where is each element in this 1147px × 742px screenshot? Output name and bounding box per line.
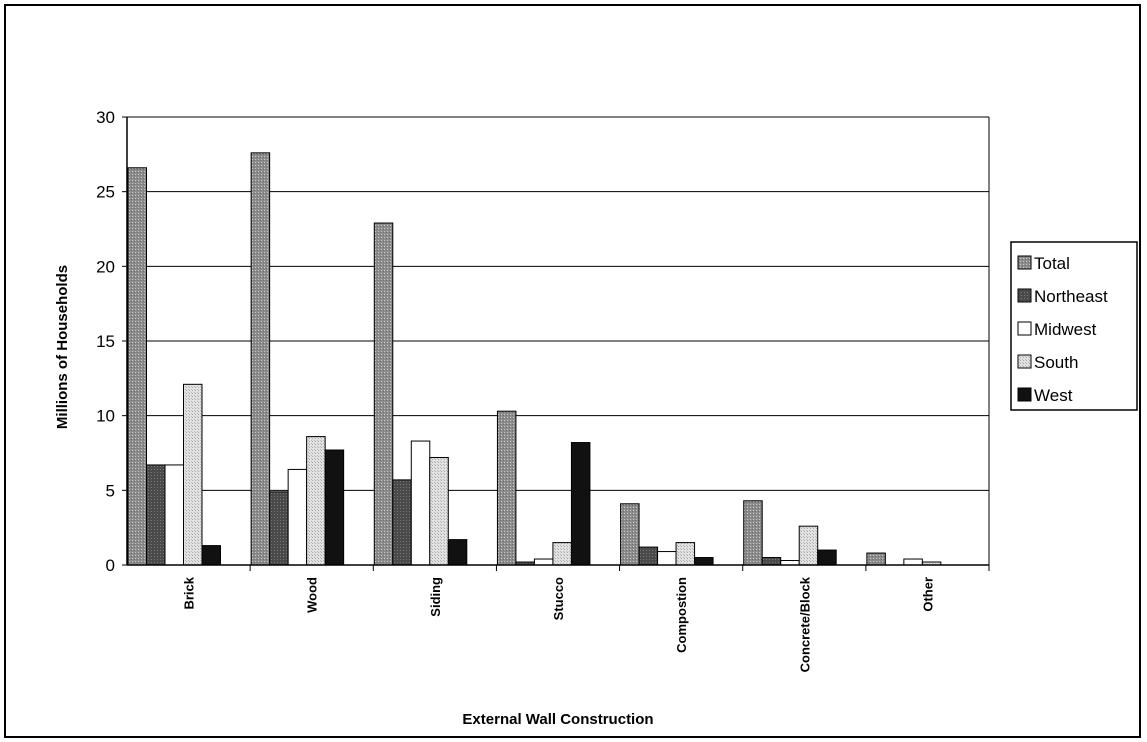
bar-midwest-siding <box>410 440 431 566</box>
bar-south-compostion <box>675 542 696 566</box>
x-tick-label: Other <box>920 577 935 612</box>
x-tick-label: Compostion <box>674 577 689 653</box>
y-tick-label: 0 <box>106 556 115 575</box>
bar-west-compostion <box>694 557 714 566</box>
legend-swatch-northeast <box>1017 288 1032 303</box>
bar-west-siding <box>447 539 468 566</box>
x-tick-label: Stucco <box>551 577 566 620</box>
x-tick-labels: Brick Wood Siding Stucco Compostion Concrete/… <box>182 576 936 672</box>
y-tick-label: 15 <box>96 332 115 351</box>
bar-northeast-compostion <box>638 546 659 566</box>
bar-midwest-other <box>903 558 923 566</box>
y-tick-labels: 0 5 10 15 20 25 30 <box>96 108 115 575</box>
bar-northeast-concrete-block <box>761 557 782 566</box>
bar-midwest-brick <box>164 464 184 566</box>
bar-south-wood <box>306 436 326 566</box>
bar-south-brick <box>183 383 203 566</box>
bar-total-siding <box>373 222 394 566</box>
axes <box>126 117 990 571</box>
bar-south-siding <box>429 456 449 566</box>
x-tick-label: Siding <box>428 577 443 617</box>
x-tick-label: Concrete/Block <box>797 576 812 672</box>
y-tick-label: 30 <box>96 108 115 127</box>
bars <box>127 152 942 566</box>
y-tick-label: 5 <box>106 481 115 500</box>
bar-west-wood <box>324 449 345 566</box>
legend-swatch-west <box>1017 387 1032 402</box>
bar-south-stucco <box>552 542 572 566</box>
bar-west-concrete-block <box>817 549 837 566</box>
y-tick-label: 10 <box>96 407 115 426</box>
legend-label-south: South <box>1034 353 1078 372</box>
legend-label-total: Total <box>1034 254 1070 273</box>
legend: Total Northeast Midwest South West <box>1010 241 1138 411</box>
bar-northeast-wood <box>269 491 289 566</box>
legend-swatch-south <box>1017 354 1032 369</box>
y-tick-label: 20 <box>96 257 115 276</box>
bar-northeast-siding <box>392 479 412 566</box>
legend-swatch-midwest <box>1017 321 1032 336</box>
y-tick-label: 25 <box>96 183 115 202</box>
bar-total-other <box>866 552 886 566</box>
y-axis-title: Millions of Households <box>54 265 71 429</box>
bar-west-stucco <box>570 442 591 566</box>
bar-total-brick <box>127 167 147 566</box>
bar-west-brick <box>201 545 221 566</box>
x-axis-title: External Wall Construction <box>462 711 653 728</box>
bar-midwest-compostion <box>657 551 677 566</box>
x-tick-label: Brick <box>182 576 197 609</box>
legend-label-midwest: Midwest <box>1034 320 1097 339</box>
legend-label-west: West <box>1034 386 1073 405</box>
bar-total-wood <box>250 152 271 566</box>
chart-frame <box>4 4 1141 738</box>
bar-total-stucco <box>496 410 517 566</box>
bar-northeast-brick <box>146 464 166 566</box>
bar-total-compostion <box>620 503 640 566</box>
legend-swatch-total <box>1017 255 1032 270</box>
bar-total-concrete-block <box>743 500 763 566</box>
legend-label-northeast: Northeast <box>1034 287 1108 306</box>
bar-midwest-wood <box>287 468 308 566</box>
bar-midwest-stucco <box>533 558 554 566</box>
legend-box <box>1010 241 1138 411</box>
bar-south-concrete-block <box>798 525 819 566</box>
x-tick-label: Wood <box>305 577 320 613</box>
gridlines <box>122 116 989 566</box>
